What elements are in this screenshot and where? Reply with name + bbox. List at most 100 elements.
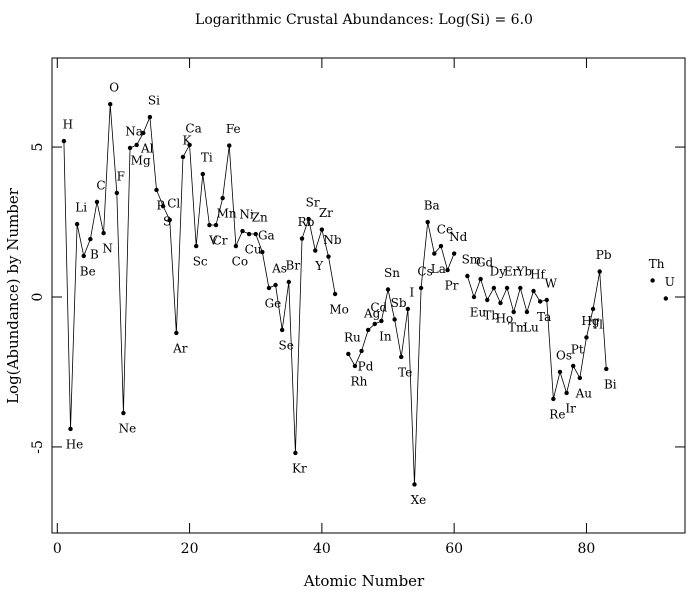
data-point <box>319 227 325 232</box>
element-label: Hf <box>530 268 546 282</box>
data-point <box>478 276 483 282</box>
x-tick-label: 80 <box>578 541 596 557</box>
element-label: As <box>271 262 287 276</box>
element-label: Cd <box>370 300 387 314</box>
element-label: B <box>90 248 99 262</box>
data-point <box>246 231 252 237</box>
element-label: Eu <box>470 305 487 319</box>
x-tick-label: 20 <box>181 541 199 557</box>
data-point <box>465 273 470 279</box>
data-point <box>511 309 516 315</box>
data-point <box>74 221 80 227</box>
element-label: W <box>545 276 558 290</box>
element-label: F <box>117 169 125 183</box>
data-point <box>571 363 576 369</box>
element-label: Er <box>504 265 519 279</box>
data-point <box>564 390 569 396</box>
element-label: I <box>409 285 414 299</box>
data-point <box>286 279 291 285</box>
data-point <box>306 216 311 222</box>
element-label: Ga <box>258 229 275 243</box>
x-axis-label: Atomic Number <box>303 572 425 590</box>
element-label: Bi <box>604 377 617 391</box>
element-label: Ag <box>363 306 381 320</box>
element-label: Ni <box>239 208 254 222</box>
x-tick-label: 0 <box>53 541 62 557</box>
data-point <box>590 306 596 312</box>
y-axis-label: Log(Abundance) by Number <box>4 187 22 404</box>
data-point <box>471 294 477 300</box>
element-label: Nd <box>449 230 468 244</box>
data-point <box>180 154 186 160</box>
data-point <box>557 369 563 375</box>
element-label: Kr <box>292 461 307 475</box>
element-label: In <box>379 329 392 343</box>
y-tick-label: 0 <box>30 293 46 302</box>
element-label: Pb <box>596 248 612 262</box>
data-point <box>326 254 331 259</box>
data-point <box>273 282 278 288</box>
element-label: Cs <box>417 265 432 279</box>
element-label: Sm <box>462 253 482 267</box>
data-point <box>425 219 430 225</box>
data-point <box>498 300 503 306</box>
data-point <box>491 285 497 291</box>
element-label: Tm <box>508 320 528 334</box>
data-point <box>220 195 225 201</box>
data-point <box>233 243 239 249</box>
data-point <box>154 187 159 193</box>
element-label: Ne <box>119 422 137 436</box>
data-point <box>81 253 86 259</box>
data-point <box>551 396 556 402</box>
data-point <box>94 199 100 205</box>
plot-frame <box>51 57 686 534</box>
element-label: Sb <box>391 296 407 310</box>
data-point <box>200 171 206 177</box>
data-point <box>518 285 523 291</box>
element-label: Ti <box>201 151 213 165</box>
element-label: Sr <box>306 196 320 210</box>
chart-title: Logarithmic Crustal Abundances: Log(Si) … <box>195 12 533 28</box>
data-point <box>597 269 602 274</box>
data-point <box>544 297 549 303</box>
data-point <box>584 335 589 340</box>
data-point <box>451 251 457 256</box>
data-point <box>359 348 364 354</box>
element-label: Ba <box>424 199 440 213</box>
data-point <box>260 249 265 255</box>
data-point <box>227 143 232 148</box>
data-point <box>399 354 404 360</box>
element-label: Co <box>232 255 248 269</box>
x-tick-label: 40 <box>313 541 331 557</box>
data-point <box>88 236 93 242</box>
data-point <box>127 145 133 151</box>
data-point <box>193 243 199 249</box>
element-label: Re <box>549 407 565 421</box>
element-label: Cr <box>213 234 228 248</box>
data-point <box>293 450 298 456</box>
data-point <box>392 317 397 322</box>
element-label: Fe <box>226 122 241 136</box>
data-point <box>68 426 73 432</box>
element-label: Gd <box>476 256 494 270</box>
data-point <box>134 142 139 148</box>
data-point <box>346 351 351 357</box>
data-point <box>114 190 120 196</box>
element-label: Ru <box>344 330 361 344</box>
element-label: Yb <box>515 265 532 279</box>
data-point <box>279 327 285 333</box>
element-label: Se <box>279 338 294 352</box>
element-label: H <box>63 118 73 132</box>
data-point <box>531 288 536 294</box>
element-label: He <box>66 437 84 451</box>
data-point <box>650 278 655 283</box>
element-label: Be <box>80 264 96 278</box>
element-label: Nb <box>323 233 342 247</box>
element-label: Mn <box>217 207 237 221</box>
element-label: Ge <box>265 297 282 311</box>
element-label: P <box>156 198 164 212</box>
element-label: Pd <box>358 359 374 373</box>
element-label: Y <box>314 259 324 273</box>
element-label: Ho <box>496 311 514 325</box>
